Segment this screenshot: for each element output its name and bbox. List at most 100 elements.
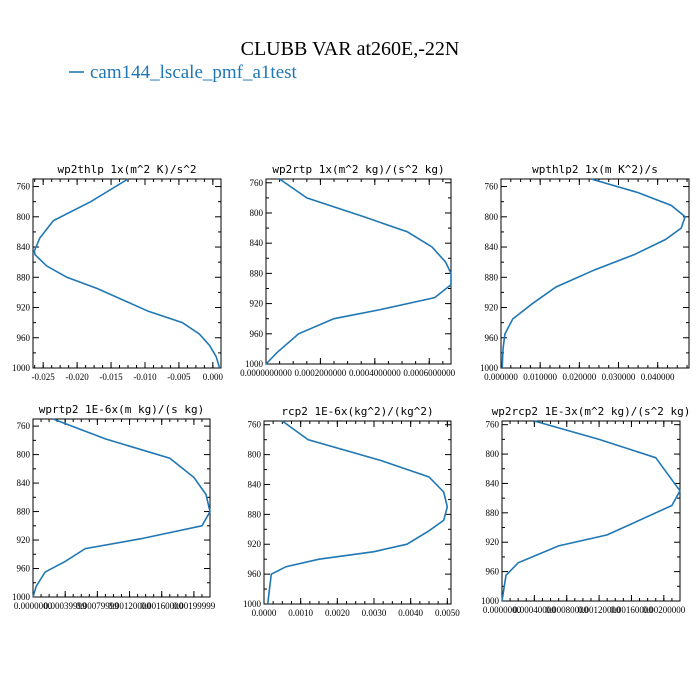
x-tick-label: 0.00200000 bbox=[642, 605, 685, 615]
x-tick-label: -0.015 bbox=[99, 372, 123, 382]
legend: cam144_lscale_pmf_a1test bbox=[69, 62, 298, 83]
legend-label: cam144_lscale_pmf_a1test bbox=[90, 62, 298, 83]
y-tick-label: 880 bbox=[486, 508, 500, 518]
y-tick-label: 920 bbox=[485, 303, 499, 313]
y-tick-label: 840 bbox=[17, 242, 31, 252]
y-tick-label: 840 bbox=[485, 242, 499, 252]
series-line bbox=[265, 178, 452, 365]
x-tick-label: 0.0030 bbox=[362, 608, 387, 618]
y-tick-label: 1000 bbox=[243, 599, 262, 609]
x-tick-label: 0.040000 bbox=[641, 372, 675, 382]
y-tick-label: 760 bbox=[250, 178, 264, 188]
figure-title: CLUBB VAR at260E,-22N bbox=[241, 38, 460, 60]
x-tick-label: 0.0020 bbox=[325, 608, 350, 618]
x-tick-label: 0.00040000 bbox=[513, 605, 556, 615]
panel-4: wprtp2 1E-6x(m kg)/(s kg) 760 800 840 880 920… bbox=[12, 403, 216, 611]
y-tick-label: 1000 bbox=[480, 363, 499, 373]
y-tick-label: 1000 bbox=[12, 363, 31, 373]
x-tick-label: 0.00079999 bbox=[76, 601, 119, 611]
panels: wp2thlp 1x(m^2 K)/s^2 760 800 840 880 920 960 1… bbox=[12, 163, 690, 618]
y-tick-label: 920 bbox=[17, 535, 31, 545]
y-tick-label: 760 bbox=[248, 420, 262, 430]
y-tick-label: 800 bbox=[250, 208, 264, 218]
y-tick-label: 840 bbox=[250, 238, 264, 248]
y-tick-label: 840 bbox=[486, 478, 500, 488]
y-tick-label: 800 bbox=[17, 212, 31, 222]
panel-title: wp2rtp 1x(m^2 kg)/(s^2 kg) bbox=[272, 163, 444, 176]
x-tick-label: 0.0002000000 bbox=[295, 368, 347, 378]
x-tick-label: 0.0000000 bbox=[483, 605, 522, 615]
y-tick-label: 960 bbox=[250, 329, 264, 339]
panel-6: wp2rcp2 1E-3x(m^2 kg)/(s^2 kg) 760 800 840 8… bbox=[481, 405, 690, 615]
x-tick-label: 0.00160000 bbox=[610, 605, 653, 615]
y-tick-label: 760 bbox=[485, 182, 499, 192]
y-tick-label: 960 bbox=[486, 567, 500, 577]
series-line bbox=[501, 420, 681, 602]
x-tick-label: -0.005 bbox=[167, 372, 191, 382]
x-tick-label: 0.0004000000 bbox=[349, 368, 401, 378]
x-tick-label: 0.00160000 bbox=[140, 601, 183, 611]
y-tick-label: 960 bbox=[485, 333, 499, 343]
series-line bbox=[266, 420, 449, 605]
x-tick-label: 0.0000000 bbox=[14, 601, 53, 611]
panel-2: wp2rtp 1x(m^2 kg)/(s^2 kg) 760 800 840 880 92… bbox=[240, 163, 455, 378]
x-tick-label: 0.0006000000 bbox=[403, 368, 455, 378]
y-tick-label: 960 bbox=[17, 333, 31, 343]
x-tick-label: -0.010 bbox=[133, 372, 157, 382]
series-line bbox=[33, 178, 221, 369]
y-tick-label: 880 bbox=[250, 268, 264, 278]
x-tick-label: 0.0050 bbox=[435, 608, 460, 618]
y-tick-label: 1000 bbox=[245, 359, 264, 369]
series-line bbox=[32, 418, 211, 598]
x-tick-label: 0.000 bbox=[203, 372, 224, 382]
x-tick-label: 0.010000 bbox=[523, 372, 557, 382]
x-tick-label: 0.00120000 bbox=[578, 605, 621, 615]
panel-title: wp2rcp2 1E-3x(m^2 kg)/(s^2 kg) bbox=[492, 405, 691, 418]
y-tick-label: 920 bbox=[17, 303, 31, 313]
x-tick-label: 0.00120000 bbox=[108, 601, 151, 611]
y-tick-label: 760 bbox=[486, 420, 500, 430]
panel-title: rcp2 1E-6x(kg^2)/(kg^2) bbox=[281, 405, 433, 418]
y-tick-label: 920 bbox=[250, 299, 264, 309]
y-tick-label: 920 bbox=[248, 539, 262, 549]
y-tick-label: 1000 bbox=[12, 592, 31, 602]
x-tick-label: 0.0000 bbox=[252, 608, 277, 618]
x-tick-label: 0.0000000000 bbox=[240, 368, 292, 378]
plot-frame bbox=[265, 178, 452, 365]
x-tick-label: -0.025 bbox=[32, 372, 56, 382]
y-tick-label: 880 bbox=[17, 272, 31, 282]
x-tick-label: 0.000000 bbox=[484, 372, 518, 382]
x-tick-label: 0.00080000 bbox=[545, 605, 588, 615]
plot-frame bbox=[263, 420, 452, 605]
plot-frame bbox=[32, 418, 211, 598]
y-tick-label: 920 bbox=[486, 537, 500, 547]
x-tick-label: 0.00199999 bbox=[173, 601, 216, 611]
series-line bbox=[501, 178, 687, 369]
panel-1: wp2thlp 1x(m^2 K)/s^2 760 800 840 880 920 960 1… bbox=[12, 163, 223, 382]
y-tick-label: 760 bbox=[17, 421, 31, 431]
y-tick-label: 800 bbox=[485, 212, 499, 222]
x-tick-label: 0.0010 bbox=[288, 608, 313, 618]
x-tick-label: 0.030000 bbox=[602, 372, 636, 382]
x-tick-label: 0.0040 bbox=[398, 608, 423, 618]
y-tick-label: 800 bbox=[486, 449, 500, 459]
y-tick-label: 880 bbox=[17, 507, 31, 517]
y-tick-label: 800 bbox=[248, 450, 262, 460]
panel-title: wprtp2 1E-6x(m kg)/(s kg) bbox=[39, 403, 205, 416]
plot-frame bbox=[500, 178, 690, 369]
y-tick-label: 840 bbox=[248, 479, 262, 489]
y-tick-label: 1000 bbox=[481, 596, 500, 606]
plot-frame bbox=[501, 420, 681, 602]
y-tick-label: 880 bbox=[485, 272, 499, 282]
x-tick-label: 0.020000 bbox=[562, 372, 596, 382]
panel-3: wpthlp2 1x(m K^2)/s 760 800 840 880 920 960 100… bbox=[480, 163, 690, 382]
y-tick-label: 760 bbox=[17, 182, 31, 192]
x-tick-label: 0.00039999 bbox=[44, 601, 87, 611]
panel-5: rcp2 1E-6x(kg^2)/(kg^2) 760 800 840 880 920 96… bbox=[243, 405, 460, 618]
y-tick-label: 800 bbox=[17, 450, 31, 460]
y-tick-label: 880 bbox=[248, 509, 262, 519]
panel-title: wpthlp2 1x(m K^2)/s bbox=[532, 163, 658, 176]
x-tick-label: -0.020 bbox=[65, 372, 89, 382]
y-tick-label: 960 bbox=[17, 564, 31, 574]
